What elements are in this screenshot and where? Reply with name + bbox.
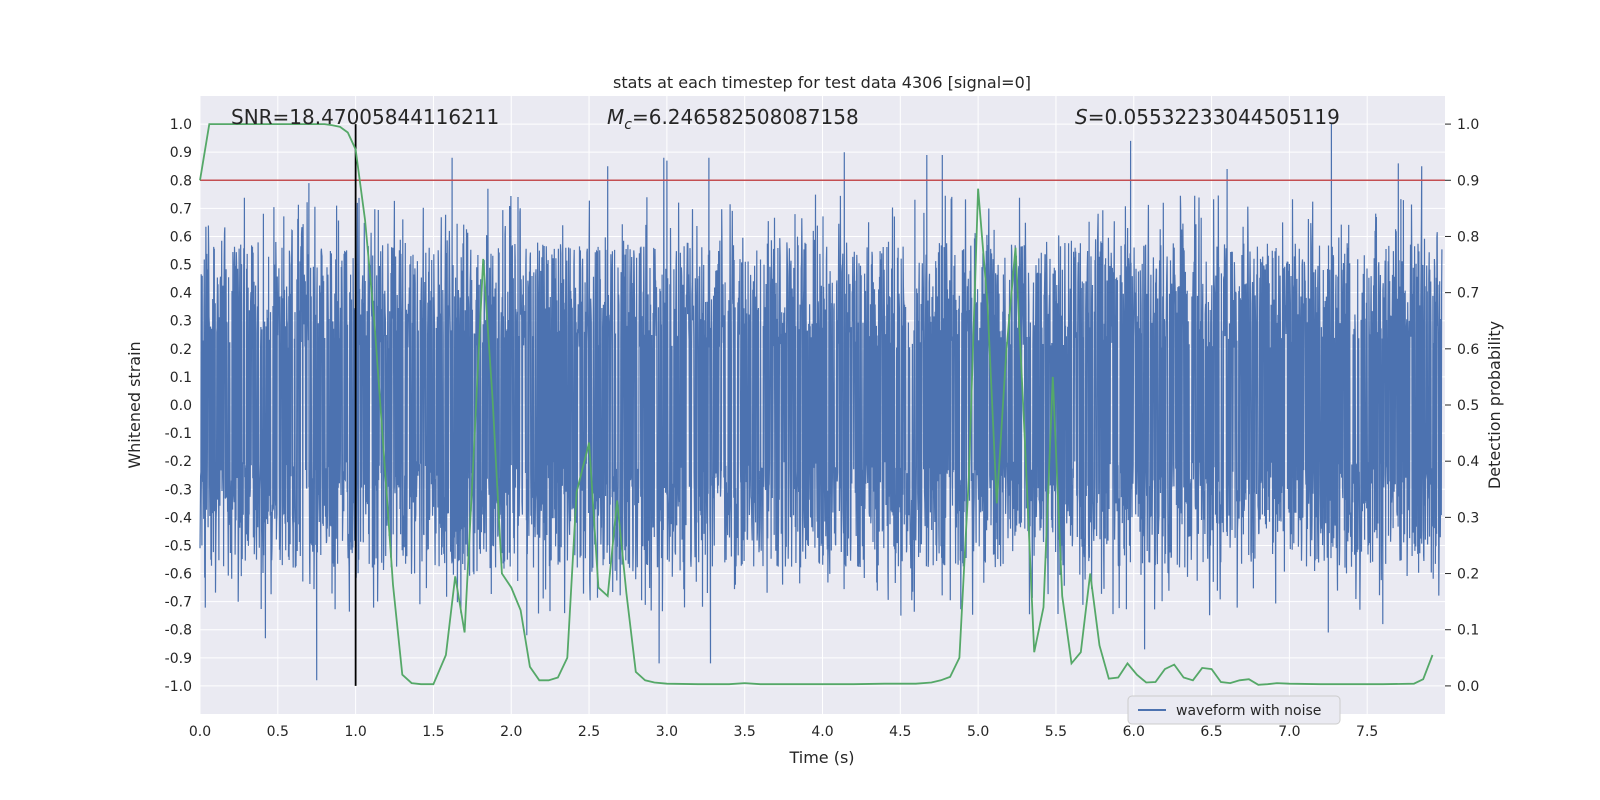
y-tick-label: 0.1 <box>170 370 192 386</box>
y2-tick-label: 0.6 <box>1457 342 1479 358</box>
y2-axis-ticks: 1.0 0.9 0.8 0.7 0.6 0.5 0.4 0.3 0.2 0.1 0.0 <box>1445 117 1479 695</box>
chirp-mass-subscript: c <box>624 117 632 133</box>
chirp-mass-annotation: Mc=6.246582508087158 <box>607 105 859 133</box>
x-tick-label: 6.5 <box>1200 724 1222 740</box>
x-tick-label: 4.0 <box>811 724 833 740</box>
y2-tick-label: 0.1 <box>1457 623 1479 639</box>
y-tick-label: 0.8 <box>170 173 192 189</box>
probability-line <box>199 123 1434 686</box>
y2-tick-label: 0.7 <box>1457 286 1479 302</box>
y-tick-label: -0.1 <box>165 426 192 442</box>
x-tick-label: 2.0 <box>500 724 522 740</box>
x-tick-label: 7.5 <box>1356 724 1378 740</box>
x-tick-label: 1.5 <box>422 724 444 740</box>
snr-annotation: SNR=18.47005844116211 <box>231 105 499 129</box>
y2-tick-label: 0.5 <box>1457 398 1479 414</box>
y2-tick-label: 1.0 <box>1457 117 1479 133</box>
y-tick-label: 1.0 <box>170 117 192 133</box>
waveform-series <box>199 124 1443 681</box>
y-tick-label: 0.2 <box>170 342 192 358</box>
waveform-line <box>199 124 1443 681</box>
probability-series <box>199 123 1434 686</box>
y-tick-label: 0.3 <box>170 314 192 330</box>
y2-tick-label: 0.2 <box>1457 567 1479 583</box>
s-annotation: S=0.05532233044505119 <box>1075 105 1340 129</box>
overlays <box>200 124 1445 686</box>
legend-entry: waveform with noise <box>1176 703 1321 719</box>
y-axis-ticks: 1.0 0.9 0.8 0.7 0.6 0.5 0.4 0.3 0.2 0.1 0.0 -0.1 -0.… <box>165 117 192 695</box>
y-axis-label: Whitened strain <box>125 341 144 468</box>
y-tick-label: -0.6 <box>165 567 192 583</box>
x-tick-label: 5.5 <box>1045 724 1067 740</box>
y-tick-label: 0.9 <box>170 145 192 161</box>
y-tick-label: -0.3 <box>165 482 192 498</box>
x-tick-label: 3.0 <box>656 724 678 740</box>
legend-box <box>1127 695 1341 725</box>
y2-tick-label: 0.9 <box>1457 173 1479 189</box>
chart-title: stats at each timestep for test data 430… <box>613 73 1031 92</box>
legend: waveform with noise <box>1127 695 1341 725</box>
y-tick-label: 0.0 <box>170 398 192 414</box>
y-tick-label: 0.4 <box>170 286 192 302</box>
x-axis-ticks: 0.0 0.5 1.0 1.5 2.0 2.5 3.0 3.5 4.0 4.5 5.0 5.5 6.0 6… <box>189 724 1378 740</box>
y-tick-label: -0.5 <box>165 538 192 554</box>
x-tick-label: 0.0 <box>189 724 211 740</box>
y-tick-label: 0.6 <box>170 229 192 245</box>
y-tick-label: 0.7 <box>170 201 192 217</box>
y2-tick-label: 0.4 <box>1457 454 1479 470</box>
s-value: =0.05532233044505119 <box>1088 105 1340 129</box>
x-tick-label: 0.5 <box>267 724 289 740</box>
chirp-mass-symbol: M <box>607 105 624 129</box>
y2-tick-label: 0.3 <box>1457 510 1479 526</box>
y2-tick-label: 0.0 <box>1457 679 1479 695</box>
x-tick-label: 4.5 <box>889 724 911 740</box>
x-tick-label: 2.5 <box>578 724 600 740</box>
y-tick-label: -0.9 <box>165 651 192 667</box>
x-tick-label: 7.0 <box>1278 724 1300 740</box>
x-tick-label: 3.5 <box>734 724 756 740</box>
y2-tick-label: 0.8 <box>1457 229 1479 245</box>
y-tick-label: 0.5 <box>170 258 192 274</box>
y-tick-label: -0.8 <box>165 623 192 639</box>
s-symbol: S <box>1075 105 1088 129</box>
x-axis-label: Time (s) <box>788 748 854 767</box>
y2-axis-label: Detection probability <box>1485 321 1504 489</box>
y-tick-label: -0.4 <box>165 510 192 526</box>
y-tick-label: -0.2 <box>165 454 192 470</box>
y-tick-label: -1.0 <box>165 679 192 695</box>
x-tick-label: 5.0 <box>967 724 989 740</box>
chirp-mass-value: =6.246582508087158 <box>632 105 859 129</box>
x-tick-label: 6.0 <box>1123 724 1145 740</box>
x-tick-label: 1.0 <box>344 724 366 740</box>
y-tick-label: -0.7 <box>165 595 192 611</box>
